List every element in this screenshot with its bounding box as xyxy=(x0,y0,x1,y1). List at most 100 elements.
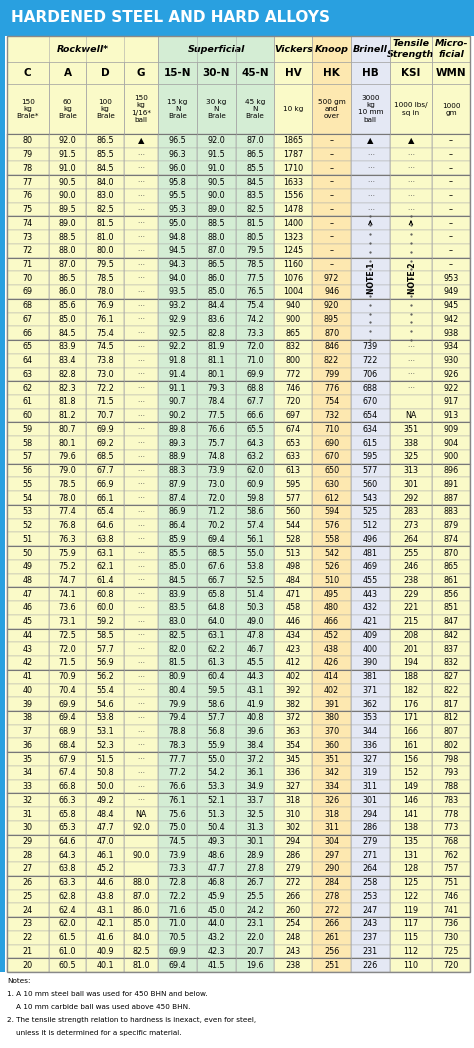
Text: 90.0: 90.0 xyxy=(208,192,225,200)
Bar xyxy=(312,217,351,231)
Text: 59: 59 xyxy=(23,424,33,434)
Text: 88.5: 88.5 xyxy=(208,219,225,227)
Bar xyxy=(86,917,124,931)
Text: 630: 630 xyxy=(324,480,339,488)
Bar xyxy=(432,148,470,161)
Bar xyxy=(124,368,158,381)
Bar xyxy=(432,340,470,354)
Bar xyxy=(48,931,86,944)
Bar xyxy=(432,36,470,62)
Bar xyxy=(86,944,124,958)
Text: 741: 741 xyxy=(444,905,459,915)
Bar xyxy=(7,244,48,258)
Bar xyxy=(197,573,236,587)
Bar xyxy=(312,876,351,890)
Bar xyxy=(432,450,470,463)
Bar xyxy=(124,450,158,463)
Text: 74.2: 74.2 xyxy=(246,315,264,324)
Text: 75.9: 75.9 xyxy=(58,548,76,558)
Bar xyxy=(432,217,470,231)
Bar xyxy=(124,683,158,697)
Bar xyxy=(236,958,274,971)
Text: 53.8: 53.8 xyxy=(96,714,114,722)
Text: 697: 697 xyxy=(286,411,301,420)
Text: 28.9: 28.9 xyxy=(246,851,264,859)
Bar xyxy=(274,395,312,409)
Bar xyxy=(312,766,351,780)
Text: ⋯: ⋯ xyxy=(137,798,145,803)
Bar xyxy=(390,326,432,340)
Bar xyxy=(236,656,274,670)
Text: 92.0: 92.0 xyxy=(208,136,225,146)
Text: Micro-
ficial: Micro- ficial xyxy=(434,39,468,59)
Text: 75.2: 75.2 xyxy=(58,562,76,571)
Text: 83.9: 83.9 xyxy=(169,590,186,598)
Bar xyxy=(236,271,274,285)
Bar xyxy=(197,395,236,409)
Text: ⋯: ⋯ xyxy=(137,330,145,336)
Bar xyxy=(48,807,86,821)
Bar xyxy=(236,463,274,478)
Bar xyxy=(351,492,390,505)
Text: 370: 370 xyxy=(324,727,339,736)
Text: –: – xyxy=(449,205,453,214)
Bar xyxy=(432,958,470,971)
Bar xyxy=(86,587,124,602)
Text: 739: 739 xyxy=(363,343,378,351)
Text: 69.9: 69.9 xyxy=(59,700,76,708)
Text: 48.4: 48.4 xyxy=(97,809,114,818)
Bar xyxy=(7,326,48,340)
Text: 68.4: 68.4 xyxy=(59,741,76,749)
Text: 372: 372 xyxy=(286,714,301,722)
Text: 237: 237 xyxy=(363,933,378,942)
Text: 91.0: 91.0 xyxy=(59,163,76,173)
Bar xyxy=(86,202,124,217)
Text: 253: 253 xyxy=(363,892,378,901)
Bar xyxy=(158,478,197,492)
Text: 73.8: 73.8 xyxy=(96,356,114,365)
Bar xyxy=(7,436,48,450)
Bar xyxy=(351,409,390,422)
Bar xyxy=(236,422,274,436)
Bar xyxy=(351,463,390,478)
Text: –: – xyxy=(329,233,334,241)
Text: 1. A 10 mm steel ball was used for 450 BHN and below.: 1. A 10 mm steel ball was used for 450 B… xyxy=(7,990,208,997)
Bar xyxy=(274,478,312,492)
Text: 39.6: 39.6 xyxy=(246,727,264,736)
Text: 76.6: 76.6 xyxy=(208,424,225,434)
Text: 80.5: 80.5 xyxy=(246,233,264,241)
Bar xyxy=(351,958,390,971)
Text: ⋯: ⋯ xyxy=(137,289,145,294)
Text: HB: HB xyxy=(362,68,379,78)
Bar xyxy=(390,84,432,134)
Text: 161: 161 xyxy=(403,741,419,749)
Text: 455: 455 xyxy=(363,576,378,585)
Text: 325: 325 xyxy=(403,453,419,461)
Text: 74.8: 74.8 xyxy=(208,453,225,461)
Bar xyxy=(312,821,351,834)
Bar xyxy=(312,752,351,766)
Bar xyxy=(124,340,158,354)
Text: 302: 302 xyxy=(286,824,301,832)
Bar xyxy=(432,849,470,863)
Text: 84.5: 84.5 xyxy=(96,163,114,173)
Text: 78.8: 78.8 xyxy=(169,727,186,736)
Bar xyxy=(432,202,470,217)
Text: 28: 28 xyxy=(23,851,33,859)
Text: 498: 498 xyxy=(286,562,301,571)
Text: ⋯: ⋯ xyxy=(408,344,414,350)
Bar xyxy=(86,642,124,656)
Bar xyxy=(124,244,158,258)
Text: 297: 297 xyxy=(324,851,339,859)
Text: 1323: 1323 xyxy=(283,233,303,241)
Text: 85.0: 85.0 xyxy=(132,919,150,929)
Text: 883: 883 xyxy=(444,507,459,517)
Text: 670: 670 xyxy=(324,453,339,461)
Text: 52.3: 52.3 xyxy=(96,741,114,749)
Text: 930: 930 xyxy=(444,356,459,365)
Text: 51.5: 51.5 xyxy=(96,755,114,764)
Bar xyxy=(390,175,432,189)
Text: Vickers: Vickers xyxy=(274,44,313,53)
Bar xyxy=(197,532,236,546)
Bar xyxy=(158,711,197,725)
